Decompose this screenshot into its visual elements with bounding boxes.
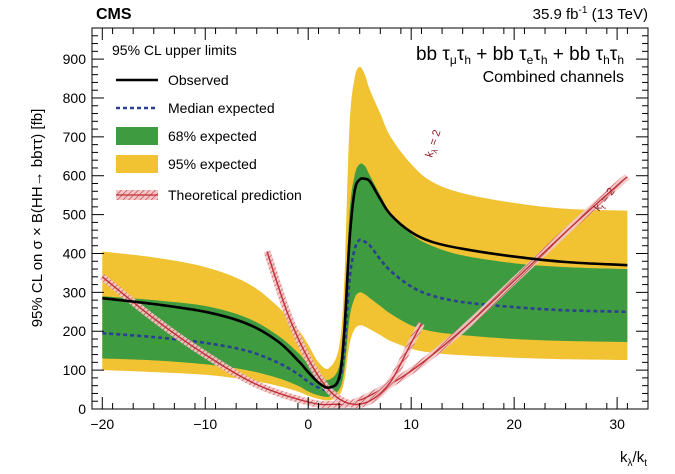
kl2-annotation: kλ = 2 bbox=[423, 128, 445, 159]
x-tick-label: 20 bbox=[506, 416, 522, 432]
y-tick-label: 800 bbox=[63, 90, 87, 106]
y-tick-label: 0 bbox=[78, 401, 86, 417]
luminosity-label: 35.9 fb-1 (13 TeV) bbox=[533, 5, 648, 23]
legend-band68-label: 68% expected bbox=[168, 128, 257, 144]
y-tick-label: 400 bbox=[63, 245, 87, 261]
x-tick-label: −20 bbox=[90, 416, 114, 432]
y-tick-label: 600 bbox=[63, 168, 87, 184]
legend-observed-label: Observed bbox=[168, 72, 229, 88]
experiment-label: CMS bbox=[96, 6, 132, 23]
legend-expected-label: Median expected bbox=[168, 100, 275, 116]
theory-kt1-line bbox=[101, 176, 628, 406]
band-68-expected bbox=[102, 163, 628, 397]
legend-theory-label: Theoretical prediction bbox=[168, 187, 302, 203]
y-tick-label: 500 bbox=[63, 207, 87, 223]
legend: 95% CL upper limits Observed Median expe… bbox=[112, 42, 302, 203]
x-tick-label: 10 bbox=[403, 416, 419, 432]
median-expected-line bbox=[102, 238, 628, 392]
legend-band95-label: 95% expected bbox=[168, 156, 257, 172]
y-axis-ticks: 0 100 200 300 400 500 600 700 800 900 bbox=[63, 35, 648, 417]
legend-band95-swatch bbox=[116, 155, 158, 173]
y-tick-label: 700 bbox=[63, 129, 87, 145]
plot-frame bbox=[91, 27, 649, 410]
observed-line bbox=[102, 177, 628, 390]
y-tick-label: 200 bbox=[63, 323, 87, 339]
legend-band68-swatch bbox=[116, 127, 158, 145]
y-tick-label: 900 bbox=[63, 51, 87, 67]
x-tick-label: −10 bbox=[193, 416, 217, 432]
x-axis-label: kλ/kt bbox=[620, 449, 647, 469]
x-axis-ticks: −20 −10 0 10 20 30 bbox=[90, 28, 649, 432]
x-tick-label: 30 bbox=[609, 416, 625, 432]
x-tick-label: 0 bbox=[304, 416, 312, 432]
theory-kt2-line bbox=[266, 251, 423, 406]
y-axis-label: 95% CL on σ × B(HH→ bbττ) [fb] bbox=[29, 109, 46, 328]
legend-title: 95% CL upper limits bbox=[112, 42, 237, 58]
channels-subtitle: Combined channels bbox=[483, 69, 624, 86]
channels-title: bb τμτh + bb τeτh + bb τhτh bbox=[416, 44, 624, 67]
y-tick-label: 300 bbox=[63, 284, 87, 300]
y-tick-label: 100 bbox=[63, 362, 87, 378]
